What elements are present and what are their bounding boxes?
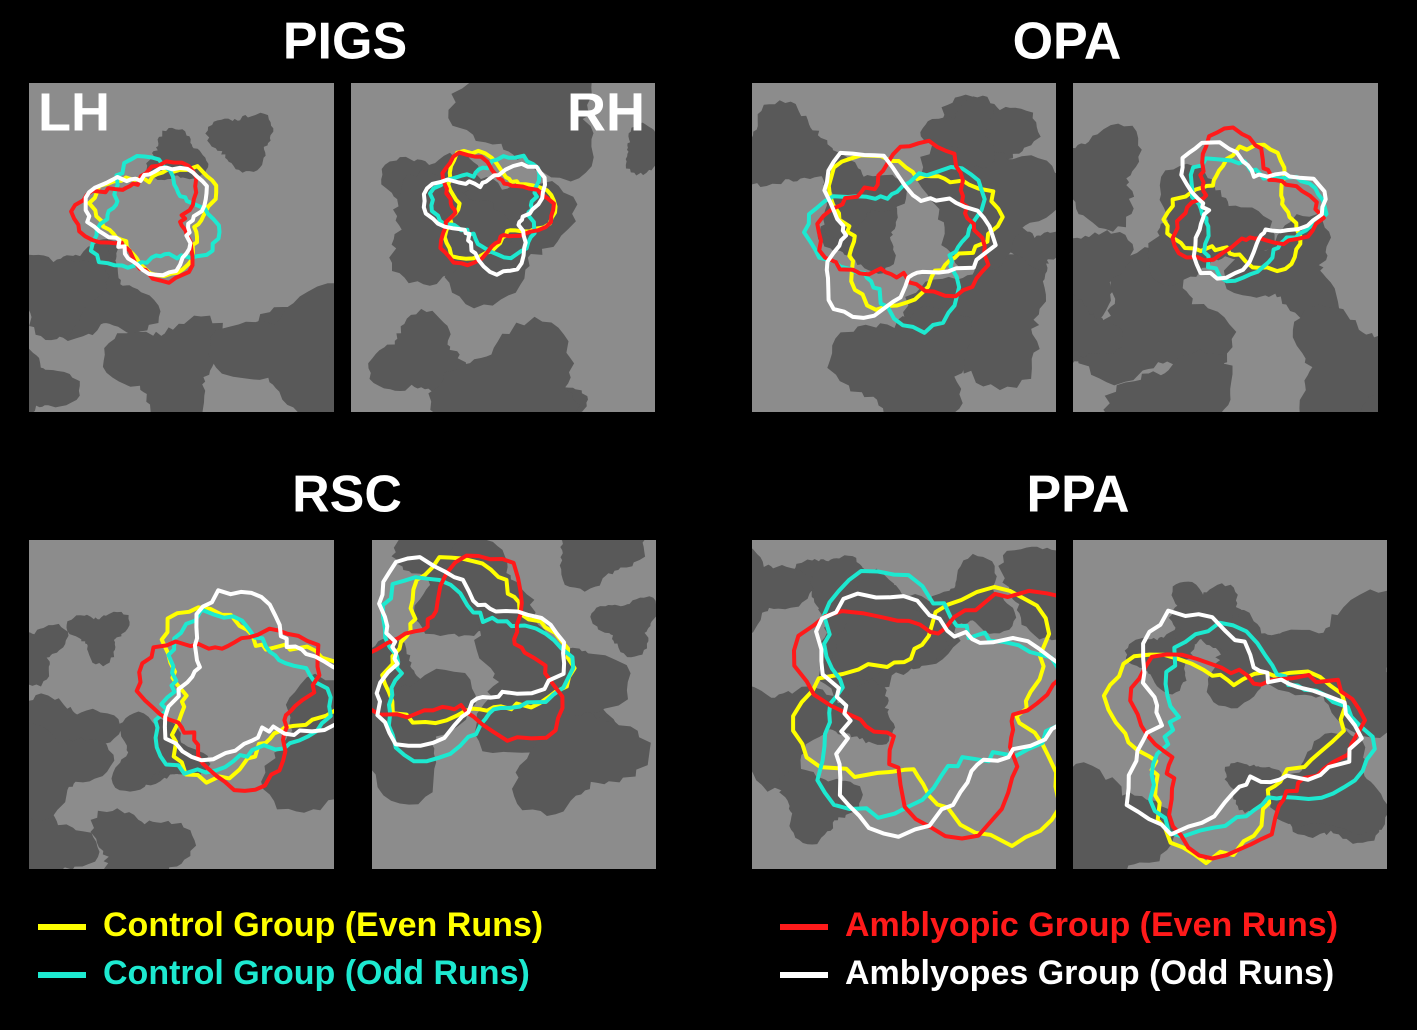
roi-outline <box>88 154 222 270</box>
roi-outline <box>802 165 987 335</box>
legend-label: Amblyopes Group (Odd Runs) <box>845 954 1334 992</box>
roi-outline <box>791 585 1056 848</box>
sulcus <box>590 596 656 658</box>
roi-outline <box>815 138 991 299</box>
legend-label: Control Group (Odd Runs) <box>103 954 530 992</box>
legend-label: Amblyopic Group (Even Runs) <box>845 906 1338 944</box>
sulcus <box>448 83 594 182</box>
roi-outline <box>1124 608 1364 837</box>
roi-outline <box>374 555 567 748</box>
sulcus <box>827 305 972 412</box>
sulcus <box>205 112 274 173</box>
roi-outline <box>442 148 558 261</box>
roi-outline <box>438 150 556 268</box>
roi-outline <box>822 150 998 320</box>
sulcus <box>29 254 110 341</box>
sulcus <box>66 611 130 667</box>
sulcus <box>1077 247 1237 386</box>
roi-outline <box>421 161 547 277</box>
roi-outline <box>380 575 576 764</box>
sulcus <box>1292 304 1378 412</box>
sulcus <box>1269 729 1387 836</box>
sulcus <box>1224 761 1282 814</box>
sulcus <box>1168 583 1238 652</box>
roi-outline <box>814 591 1056 839</box>
sulcus <box>1103 349 1233 412</box>
roi-outline <box>792 588 1056 841</box>
sulcus <box>822 680 896 745</box>
roi-outline <box>162 588 334 763</box>
sulcus <box>29 348 80 412</box>
roi-outline <box>153 607 333 776</box>
sulcus <box>372 668 476 805</box>
panel-title: RSC <box>292 466 402 524</box>
panel-title: OPA <box>1013 13 1122 71</box>
roi-outline <box>372 553 565 743</box>
roi-outline <box>1179 140 1328 281</box>
map-panel <box>1073 83 1378 412</box>
sulcus <box>111 711 199 792</box>
sulcus <box>1073 123 1142 232</box>
map-panel <box>752 83 1056 412</box>
sulcus <box>1223 213 1340 321</box>
sulcus <box>998 546 1056 641</box>
sulcus <box>29 721 115 821</box>
map-panel <box>29 540 334 869</box>
sulcus <box>916 141 1056 274</box>
map-panel <box>29 83 334 412</box>
roi-outline <box>83 165 209 278</box>
sulcus <box>1073 230 1134 324</box>
map-panel <box>752 540 1056 869</box>
sulcus <box>752 100 837 187</box>
brain-maps <box>29 83 1387 869</box>
sulcus <box>90 808 197 869</box>
legend: Control Group (Even Runs) Control Group (… <box>38 906 1338 992</box>
legend-label: Control Group (Even Runs) <box>103 906 543 944</box>
sulcus <box>752 686 839 792</box>
sulcus <box>752 548 814 633</box>
roi-outline <box>1161 142 1303 274</box>
roi-outline <box>1170 125 1326 263</box>
hemisphere-label: LH <box>38 82 110 142</box>
panel-title: PPA <box>1026 466 1129 524</box>
sulcus <box>207 283 334 412</box>
roi-outline <box>428 153 542 261</box>
sulcus <box>428 316 581 412</box>
sulcus <box>830 577 949 681</box>
sulcus <box>29 623 69 687</box>
hemisphere-label: RH <box>567 82 645 142</box>
sulcus <box>1073 762 1179 869</box>
roi-outline <box>69 159 199 285</box>
sulcus <box>903 254 1046 391</box>
sulcus <box>261 673 334 813</box>
map-panel <box>1073 540 1387 869</box>
sulcus <box>920 95 995 169</box>
map-panel <box>351 83 655 412</box>
sulcus <box>625 122 655 176</box>
sulcus <box>102 315 230 412</box>
panel-title: PIGS <box>283 13 407 71</box>
sulcus <box>1073 294 1123 364</box>
sulcus <box>559 540 646 592</box>
map-panel <box>372 540 656 869</box>
